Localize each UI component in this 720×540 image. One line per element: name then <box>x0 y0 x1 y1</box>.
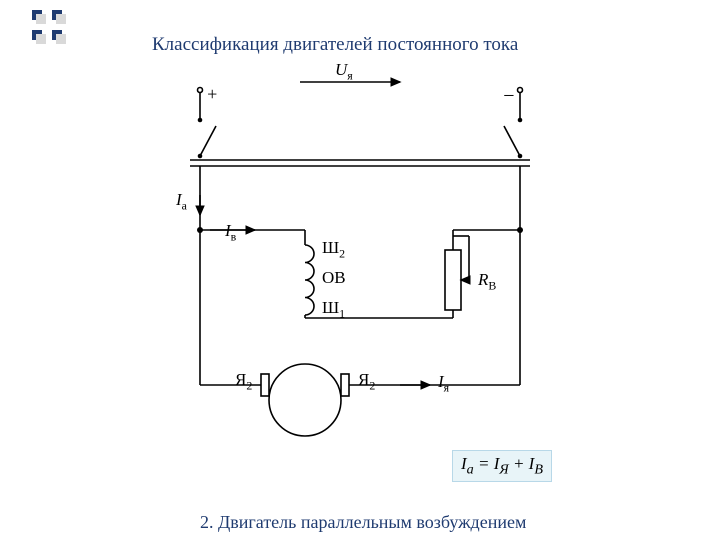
circuit-diagram <box>0 0 720 540</box>
